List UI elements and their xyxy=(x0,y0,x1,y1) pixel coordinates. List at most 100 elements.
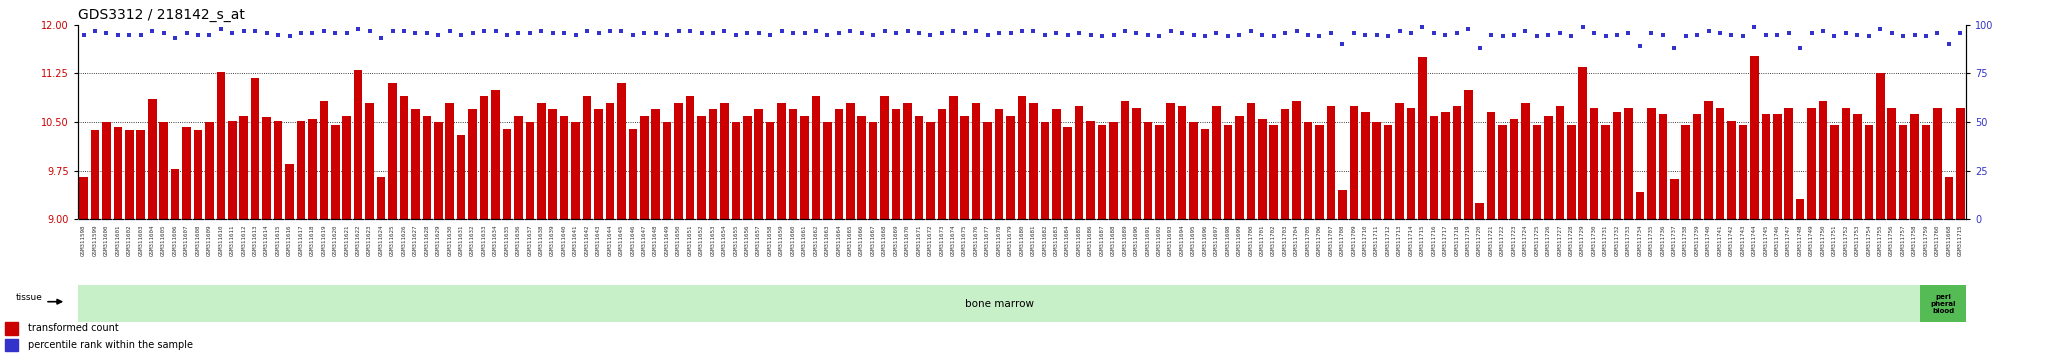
Text: GSM311662: GSM311662 xyxy=(813,225,819,256)
Bar xyxy=(285,164,293,219)
Point xyxy=(1108,28,1141,33)
Bar xyxy=(1602,125,1610,219)
Point xyxy=(147,30,180,35)
Bar xyxy=(1362,113,1370,219)
Text: GSM311629: GSM311629 xyxy=(436,225,440,256)
Text: GSM311703: GSM311703 xyxy=(1282,225,1288,256)
Text: percentile rank within the sample: percentile rank within the sample xyxy=(29,340,193,350)
Point xyxy=(1188,34,1221,39)
Text: GSM311645: GSM311645 xyxy=(618,225,625,256)
Text: tissue: tissue xyxy=(16,293,43,302)
Text: GSM311760: GSM311760 xyxy=(1935,225,1939,256)
Text: GSM311652: GSM311652 xyxy=(698,225,705,256)
Bar xyxy=(514,116,522,219)
Text: GSM311716: GSM311716 xyxy=(1432,225,1436,256)
Point xyxy=(891,28,924,33)
Bar xyxy=(868,122,877,219)
Text: GSM311720: GSM311720 xyxy=(1477,225,1483,256)
Bar xyxy=(1247,103,1255,219)
Text: GSM311646: GSM311646 xyxy=(631,225,635,256)
Text: GSM311636: GSM311636 xyxy=(516,225,520,256)
Text: GSM311639: GSM311639 xyxy=(551,225,555,256)
Bar xyxy=(594,109,602,219)
Text: GSM311715: GSM311715 xyxy=(1419,225,1425,256)
Point xyxy=(524,28,557,33)
Point xyxy=(1130,32,1163,37)
Point xyxy=(709,28,741,33)
Bar xyxy=(1337,190,1348,219)
Point xyxy=(696,30,729,35)
Text: GSM311637: GSM311637 xyxy=(528,225,532,256)
Text: GSM311604: GSM311604 xyxy=(150,225,156,256)
Point xyxy=(823,30,856,35)
Point xyxy=(262,32,295,37)
Point xyxy=(135,28,168,33)
Point xyxy=(330,30,362,35)
Text: GSM311744: GSM311744 xyxy=(1751,225,1757,256)
Text: GSM311638: GSM311638 xyxy=(539,225,545,256)
Text: GSM311741: GSM311741 xyxy=(1718,225,1722,256)
Point xyxy=(971,32,1004,37)
Text: GSM311700: GSM311700 xyxy=(1249,225,1253,256)
Bar xyxy=(102,122,111,219)
Point xyxy=(1063,30,1096,35)
Text: GSM311651: GSM311651 xyxy=(688,225,692,256)
Text: GSM311613: GSM311613 xyxy=(252,225,258,256)
Point xyxy=(926,30,958,35)
Text: GSM311718: GSM311718 xyxy=(1454,225,1460,256)
Point xyxy=(1452,26,1485,32)
Bar xyxy=(616,83,627,219)
Text: GSM311730: GSM311730 xyxy=(1591,225,1597,256)
Bar xyxy=(606,103,614,219)
Point xyxy=(297,30,330,35)
Text: GSM311719: GSM311719 xyxy=(1466,225,1470,256)
Text: GSM311615: GSM311615 xyxy=(276,225,281,256)
Point xyxy=(856,32,889,37)
Text: GSM311751: GSM311751 xyxy=(1833,225,1837,256)
Point xyxy=(1933,41,1966,47)
Bar xyxy=(1946,177,1954,219)
Bar xyxy=(1739,125,1747,219)
Bar xyxy=(1774,114,1782,219)
Text: GSM311653: GSM311653 xyxy=(711,225,715,256)
Text: GSM311649: GSM311649 xyxy=(666,225,670,256)
Text: GSM311704: GSM311704 xyxy=(1294,225,1298,256)
Bar xyxy=(262,117,270,219)
Text: GSM311644: GSM311644 xyxy=(608,225,612,256)
Bar xyxy=(90,130,98,219)
Bar xyxy=(915,116,924,219)
Point xyxy=(1898,32,1931,37)
Text: GSM311693: GSM311693 xyxy=(1167,225,1174,256)
Text: GSM311755: GSM311755 xyxy=(1878,225,1882,256)
Text: GSM311668: GSM311668 xyxy=(883,225,887,256)
Text: GSM311598: GSM311598 xyxy=(82,225,86,256)
Bar xyxy=(217,72,225,219)
Bar xyxy=(1556,106,1565,219)
Bar xyxy=(709,109,717,219)
Bar xyxy=(1190,122,1198,219)
Bar xyxy=(983,122,991,219)
Text: GSM311738: GSM311738 xyxy=(1683,225,1688,256)
Bar xyxy=(995,109,1004,219)
Bar xyxy=(1784,108,1792,219)
Point xyxy=(1876,30,1909,35)
Text: GSM311726: GSM311726 xyxy=(1546,225,1550,256)
Point xyxy=(422,32,455,37)
Text: GSM311725: GSM311725 xyxy=(1534,225,1540,256)
Bar xyxy=(1499,125,1507,219)
Text: GSM311625: GSM311625 xyxy=(389,225,395,256)
Point xyxy=(903,30,936,35)
Bar xyxy=(274,121,283,219)
Point xyxy=(1864,26,1896,32)
Bar xyxy=(537,103,545,219)
Bar xyxy=(1522,103,1530,219)
Bar xyxy=(1819,101,1827,219)
Text: GSM311664: GSM311664 xyxy=(836,225,842,256)
Point xyxy=(1944,30,1976,35)
Bar xyxy=(973,103,981,219)
Text: GSM311609: GSM311609 xyxy=(207,225,211,256)
Bar xyxy=(1475,203,1485,219)
Text: GDS3312 / 218142_s_at: GDS3312 / 218142_s_at xyxy=(78,8,244,22)
Point xyxy=(1223,32,1255,37)
Text: GSM311685: GSM311685 xyxy=(1077,225,1081,256)
